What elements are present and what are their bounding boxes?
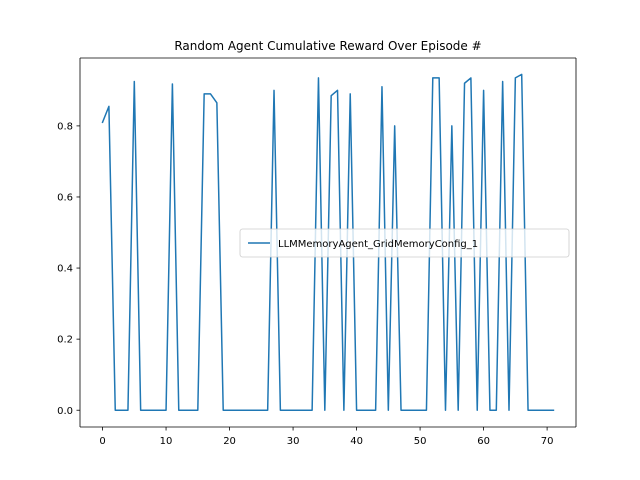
legend-label-0: LLMMemoryAgent_GridMemoryConfig_1	[278, 239, 478, 250]
axes-layer: 0 10 20 30 40 50 60 70 0.0 0.2 0.4 0.6 0.8	[57, 57, 577, 447]
y-tick-label: 0.0	[57, 406, 73, 417]
x-tick-label: 20	[223, 436, 236, 447]
y-tick-label: 0.2	[57, 335, 73, 346]
x-tick-label: 60	[477, 436, 490, 447]
legend-box	[239, 228, 570, 258]
chart-title: Random Agent Cumulative Reward Over Epis…	[174, 39, 481, 53]
x-tick-label: 40	[350, 436, 363, 447]
y-tick-label: 0.4	[57, 264, 73, 275]
x-tick-label: 50	[414, 436, 427, 447]
legend: LLMMemoryAgent_GridMemoryConfig_1	[239, 228, 570, 258]
x-tick-label: 10	[160, 436, 173, 447]
y-tick-label: 0.8	[57, 121, 73, 132]
x-tick-label: 30	[287, 436, 300, 447]
y-tick-label: 0.6	[57, 193, 73, 204]
x-tick-label: 0	[99, 436, 105, 447]
x-tick-label: 70	[541, 436, 554, 447]
